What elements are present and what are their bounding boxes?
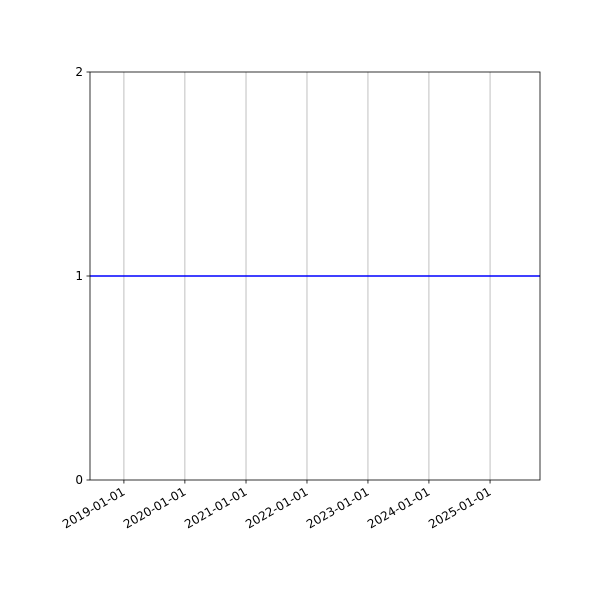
x-tick-label: 2020-01-01 <box>121 484 188 531</box>
x-tick-label: 2024-01-01 <box>365 484 432 531</box>
plot-frame <box>89 71 541 481</box>
x-tick-label: 2019-01-01 <box>60 484 127 531</box>
x-tick-label: 2025-01-01 <box>426 484 493 531</box>
y-tick-label: 2 <box>75 65 83 79</box>
x-tick-label: 2022-01-01 <box>243 484 310 531</box>
x-tick-label: 2021-01-01 <box>182 484 249 531</box>
y-tick-label: 0 <box>75 473 83 487</box>
y-tick-label: 1 <box>75 269 83 283</box>
x-tick-label: 2023-01-01 <box>304 484 371 531</box>
